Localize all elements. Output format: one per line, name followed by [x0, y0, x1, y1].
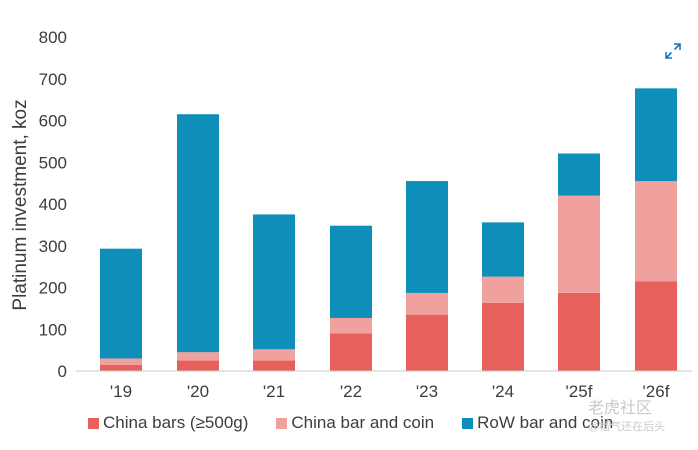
y-tick-label: 0: [58, 362, 67, 381]
watermark-title: 老虎社区: [588, 400, 653, 417]
y-tick-label: 300: [39, 237, 67, 256]
legend-label: China bar and coin: [291, 413, 435, 432]
bar-segment-0-2: [253, 360, 295, 371]
legend-label: China bars (≥500g): [103, 413, 249, 432]
y-axis-ticks: 0 100 200 300 400 500 600 700 800: [39, 28, 67, 381]
bar-segment-1-1: [177, 352, 219, 361]
x-tick-label: '24: [492, 382, 514, 401]
bar-segment-0-5: [482, 302, 524, 371]
legend-swatch: [276, 417, 288, 429]
legend-swatch: [462, 417, 474, 429]
y-axis-label: Platinum investment, koz: [10, 99, 31, 310]
bar-segment-1-4: [406, 292, 448, 315]
chart-legend: China bars (≥500g) China bar and coin Ro…: [88, 413, 641, 433]
bar-segment-2-7: [635, 88, 677, 182]
x-axis-ticks: '19 '20 '21 '22 '23 '24 '25f '26f: [110, 382, 670, 401]
bar-segment-0-3: [330, 333, 372, 371]
y-tick-label: 400: [39, 195, 67, 214]
x-tick-label: '19: [110, 382, 132, 401]
y-tick-label: 600: [39, 112, 67, 131]
stacked-bar-chart: 0 100 200 300 400 500 600 700 800 '19 '20 '21 '22 '2…: [10, 28, 692, 401]
x-tick-label: '23: [416, 382, 438, 401]
bar-series: [100, 88, 677, 371]
bar-segment-1-6: [558, 195, 600, 293]
bar-segment-2-3: [330, 225, 372, 318]
bar-segment-1-3: [330, 317, 372, 334]
legend-label: RoW bar and coin: [477, 413, 614, 432]
x-tick-label: '26f: [643, 382, 670, 401]
y-tick-label: 700: [39, 70, 67, 89]
bar-segment-2-5: [482, 222, 524, 277]
x-tick-label: '22: [340, 382, 362, 401]
bar-segment-2-4: [406, 181, 448, 293]
y-tick-label: 800: [39, 28, 67, 47]
bar-segment-0-0: [100, 364, 142, 371]
watermark-handle: @榴气还在后头: [588, 421, 666, 433]
watermark: 老虎社区 @榴气还在后头: [588, 400, 665, 436]
y-tick-label: 500: [39, 153, 67, 172]
bar-segment-1-0: [100, 358, 142, 365]
bar-segment-0-4: [406, 314, 448, 371]
bar-segment-2-6: [558, 153, 600, 196]
y-tick-label: 100: [39, 320, 67, 339]
bar-segment-1-5: [482, 276, 524, 303]
x-tick-label: '25f: [566, 382, 593, 401]
x-tick-label: '20: [187, 382, 209, 401]
bar-segment-1-2: [253, 349, 295, 361]
bar-segment-0-7: [635, 281, 677, 371]
bar-segment-2-1: [177, 114, 219, 353]
bar-segment-0-1: [177, 360, 219, 371]
legend-item-china-bar-coin: China bar and coin: [276, 413, 434, 433]
x-tick-label: '21: [263, 382, 285, 401]
expand-arrows-icon[interactable]: [664, 42, 682, 60]
legend-swatch: [88, 417, 99, 429]
bar-segment-2-0: [100, 248, 142, 359]
bar-segment-2-2: [253, 214, 295, 350]
legend-item-china-bars: China bars (≥500g): [88, 413, 248, 433]
bar-segment-1-7: [635, 181, 677, 282]
legend-item-row-bar-coin: RoW bar and coin: [462, 413, 613, 433]
bar-segment-0-6: [558, 292, 600, 371]
y-tick-label: 200: [39, 279, 67, 298]
